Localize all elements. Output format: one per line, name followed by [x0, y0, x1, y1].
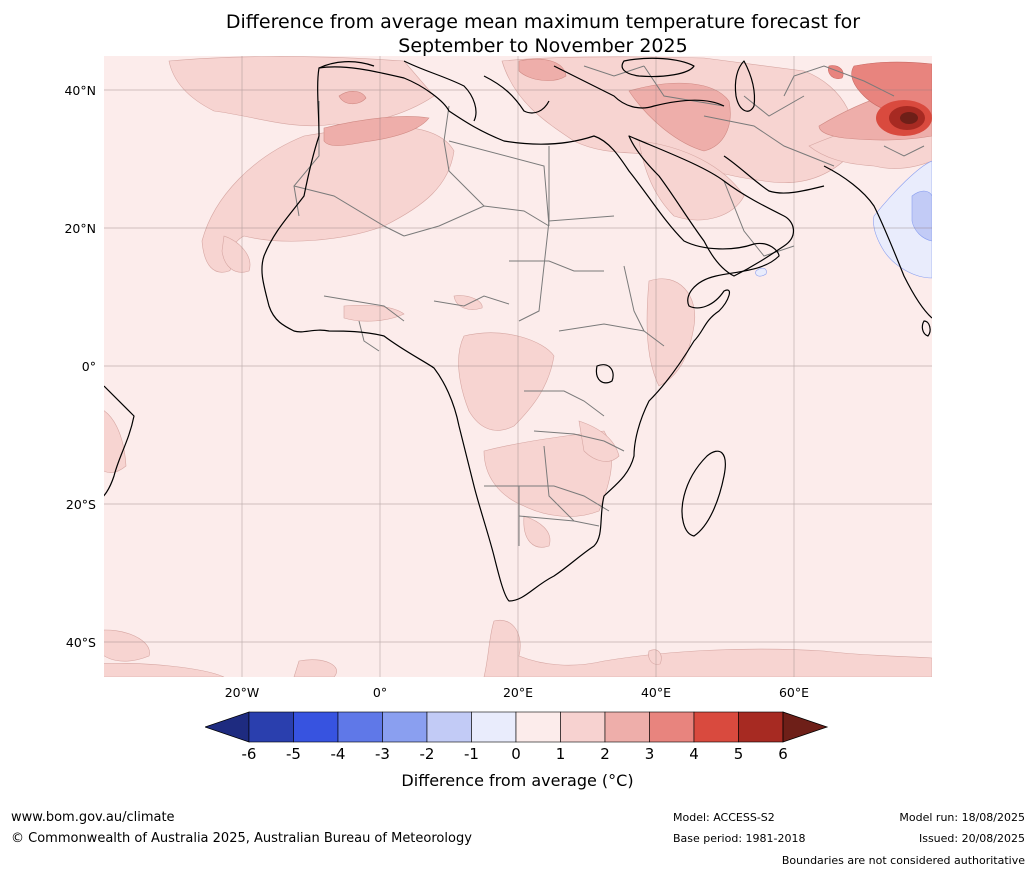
lon-label-60e: 60°E: [778, 685, 810, 700]
lat-label-40s: 40°S: [65, 635, 96, 650]
anomaly-hotspot: [876, 100, 932, 136]
title-line-1: Difference from average mean maximum tem…: [225, 11, 861, 33]
footer-model: Model: ACCESS-S2: [673, 811, 775, 824]
colorbar-tick-label: -3: [375, 745, 390, 763]
colorbar-segment: [293, 711, 339, 743]
colorbar-title: Difference from average (°C): [401, 771, 634, 790]
colorbar-segment: [337, 711, 383, 743]
colorbar-tick-label: -2: [419, 745, 435, 763]
colorbar-tick-label: 4: [689, 745, 699, 763]
colorbar-segment: [738, 711, 784, 743]
lat-label-20n: 20°N: [64, 221, 96, 236]
colorbar-tick-label: 0: [511, 745, 521, 763]
title-line-2: September to November 2025: [398, 35, 688, 57]
colorbar-tick-label: 5: [733, 745, 744, 763]
map-title: Difference from average mean maximum tem…: [104, 10, 982, 58]
colorbar-extend-max: [782, 711, 829, 743]
anomaly-negative-regions: [755, 160, 932, 279]
colorbar-segment: [693, 711, 739, 743]
lat-label-40n: 40°N: [64, 83, 96, 98]
map-panel: [104, 56, 932, 677]
colorbar-tick-label: 6: [778, 745, 788, 763]
lon-label-20w: 20°W: [224, 685, 260, 700]
colorbar-segment: [649, 711, 695, 743]
colorbar-segment: [604, 711, 650, 743]
footer-issued: Issued: 20/08/2025: [918, 832, 1025, 845]
lat-label-0: 0°: [81, 359, 96, 374]
anomaly-map: [104, 56, 932, 677]
colorbar: [205, 711, 829, 743]
lon-label-0: 0°: [372, 685, 388, 700]
colorbar-segment: [471, 711, 517, 743]
footer-copyright: © Commonwealth of Australia 2025, Austra…: [11, 831, 472, 846]
lon-label-20e: 20°E: [502, 685, 534, 700]
colorbar-tick-label: -1: [464, 745, 479, 763]
colorbar-tick-label: -6: [241, 745, 257, 763]
lat-label-20s: 20°S: [65, 497, 96, 512]
colorbar-tick-label: 1: [555, 745, 566, 763]
colorbar-tick-label: 2: [600, 745, 610, 763]
footer-site-link[interactable]: www.bom.gov.au/climate: [11, 810, 175, 825]
colorbar-tick-label: -5: [286, 745, 301, 763]
footer-disclaimer: Boundaries are not considered authoritat…: [781, 854, 1025, 867]
colorbar-tick-label: -4: [330, 745, 346, 763]
footer-model-run: Model run: 18/08/2025: [899, 811, 1025, 824]
colorbar-segment: [560, 711, 606, 743]
colorbar-segment: [426, 711, 472, 743]
colorbar-extend-min: [205, 711, 250, 743]
colorbar-tick-label: 3: [644, 745, 655, 763]
colorbar-segment: [248, 711, 294, 743]
coastlines: [104, 57, 932, 602]
footer-base-period: Base period: 1981-2018: [673, 832, 806, 845]
lon-label-40e: 40°E: [640, 685, 672, 700]
country-borders: [293, 65, 925, 546]
colorbar-segment: [515, 711, 561, 743]
colorbar-segment: [382, 711, 428, 743]
